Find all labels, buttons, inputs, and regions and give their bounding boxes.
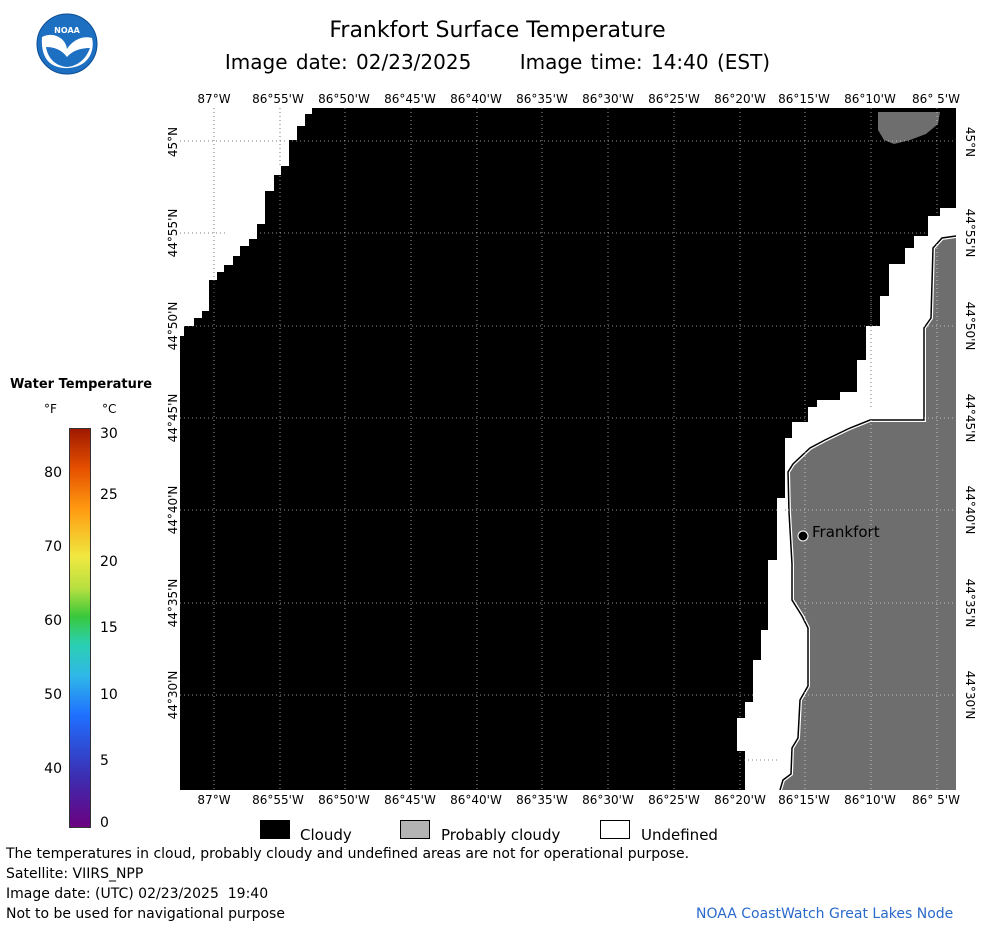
lon-label-top: 86°55'W <box>252 92 304 106</box>
legend-label-cloudy: Cloudy <box>300 826 352 844</box>
credit-link[interactable]: NOAA CoastWatch Great Lakes Node <box>696 906 954 922</box>
image-time: Image time: 14:40 (EST) <box>519 50 771 74</box>
lat-label-right: 44°55'N <box>963 208 977 258</box>
noaa-logo-icon: NOAA <box>36 13 98 75</box>
lon-label-bottom: 86°30'W <box>582 793 634 807</box>
location-label: Frankfort <box>812 523 880 541</box>
lon-label-top: 86°10'W <box>844 92 896 106</box>
tick-c: 20 <box>100 554 118 570</box>
lat-label-right: 44°40'N <box>963 485 977 535</box>
lat-label-left: 45°N <box>166 126 180 158</box>
lat-label-right: 44°30'N <box>963 670 977 720</box>
legend-label-probably-cloudy: Probably cloudy <box>441 826 561 844</box>
legend-swatch-probably-cloudy <box>400 820 430 839</box>
unit-fahrenheit: °F <box>44 402 57 416</box>
lat-label-right: 44°45'N <box>963 393 977 443</box>
tick-c: 30 <box>100 426 118 442</box>
coastline-edge <box>779 235 956 790</box>
lat-label-right: 45°N <box>963 126 977 158</box>
lat-label-left: 44°50'N <box>166 301 180 351</box>
lon-label-bottom: 86°10'W <box>844 793 896 807</box>
lon-label-top: 86°40'W <box>450 92 502 106</box>
lon-label-bottom: 86°50'W <box>318 793 370 807</box>
lon-label-top: 86°45'W <box>384 92 436 106</box>
legend-label-undefined: Undefined <box>641 826 718 844</box>
tick-c: 5 <box>100 753 109 769</box>
lon-label-bottom: 86° 5'W <box>912 793 960 807</box>
lon-label-top: 86°15'W <box>778 92 830 106</box>
probably-cloudy-area <box>878 112 940 144</box>
tick-f: 60 <box>44 613 62 629</box>
graticule-on-white <box>180 108 872 761</box>
tick-c: 15 <box>100 620 118 636</box>
legend-title: Water Temperature <box>10 377 153 392</box>
land-area <box>780 236 956 790</box>
color-scale-bar <box>69 428 91 828</box>
lat-label-left: 44°40'N <box>166 485 180 535</box>
lat-label-right: 44°35'N <box>963 578 977 628</box>
image-date: Image date: 02/23/2025 <box>224 50 472 74</box>
footer-satellite: Satellite: VIIRS_NPP <box>6 866 144 882</box>
location-marker-icon <box>797 530 809 542</box>
lon-label-bottom: 86°20'W <box>714 793 766 807</box>
lon-label-top: 87°W <box>197 92 231 106</box>
map-title: Frankfort Surface Temperature <box>329 18 666 43</box>
lon-label-bottom: 86°40'W <box>450 793 502 807</box>
graticule <box>180 108 956 790</box>
lon-label-top: 86°50'W <box>318 92 370 106</box>
bay-shoreline <box>893 125 939 147</box>
lon-label-top: 86°20'W <box>714 92 766 106</box>
legend-swatch-undefined <box>600 820 630 839</box>
tick-f: 80 <box>44 465 62 481</box>
tick-f: 40 <box>44 761 62 777</box>
logo-text: NOAA <box>54 26 80 35</box>
lon-label-bottom: 86°15'W <box>778 793 830 807</box>
temperature-map[interactable]: Frankfort <box>180 108 956 790</box>
legend-swatch-cloudy <box>260 820 290 839</box>
lon-label-top: 86° 5'W <box>912 92 960 106</box>
lat-label-left: 44°35'N <box>166 578 180 628</box>
lon-label-bottom: 87°W <box>197 793 231 807</box>
lon-label-top: 86°25'W <box>648 92 700 106</box>
lat-label-right: 44°50'N <box>963 301 977 351</box>
lat-label-left: 44°55'N <box>166 208 180 258</box>
lat-label-left: 44°45'N <box>166 393 180 443</box>
lon-label-bottom: 86°25'W <box>648 793 700 807</box>
lon-label-bottom: 86°55'W <box>252 793 304 807</box>
footer-utc-date: Image date: (UTC) 02/23/2025 19:40 <box>6 886 269 902</box>
tick-c: 0 <box>100 815 109 831</box>
tick-c: 25 <box>100 487 118 503</box>
lon-label-top: 86°35'W <box>516 92 568 106</box>
lat-label-left: 44°30'N <box>166 670 180 720</box>
cloudy-area <box>180 108 956 790</box>
lon-label-bottom: 86°45'W <box>384 793 436 807</box>
tick-c: 10 <box>100 687 118 703</box>
tick-f: 50 <box>44 687 62 703</box>
footer-nav-warning: Not to be used for navigational purpose <box>6 906 285 922</box>
footer-note: The temperatures in cloud, probably clou… <box>6 846 690 862</box>
image-datetime: Image date: 02/23/2025 Image time: 14:40… <box>0 50 995 74</box>
tick-f: 70 <box>44 539 62 555</box>
lon-label-bottom: 86°35'W <box>516 793 568 807</box>
lon-label-top: 86°30'W <box>582 92 634 106</box>
unit-celsius: °C <box>102 402 117 416</box>
